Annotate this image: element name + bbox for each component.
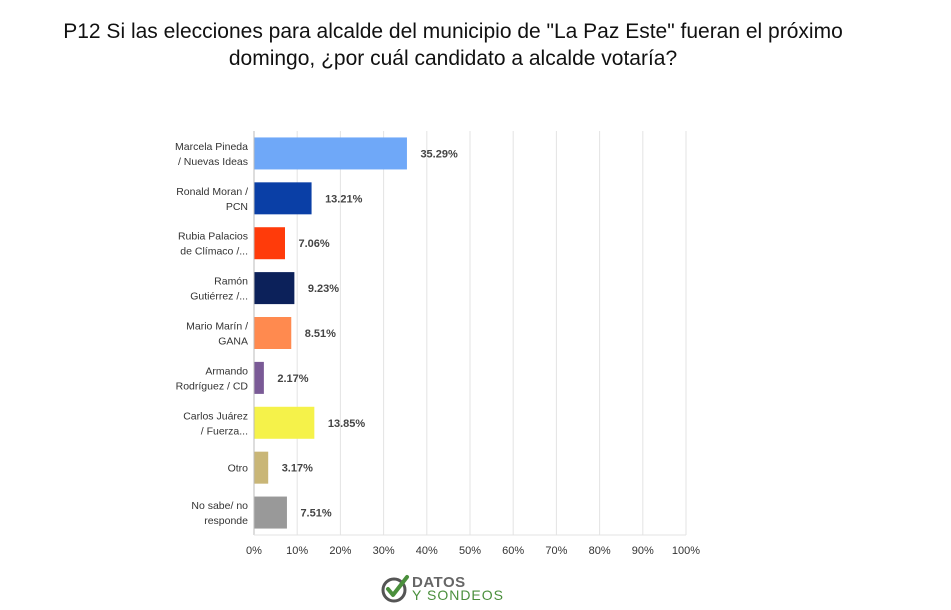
- x-tick-label: 40%: [416, 545, 438, 557]
- category-label-line: de Clímaco /...: [180, 246, 248, 258]
- bar: [254, 137, 407, 170]
- bar: [254, 406, 315, 439]
- data-label: 35.29%: [420, 148, 458, 160]
- chart-title: P12 Si las elecciones para alcalde del m…: [0, 18, 906, 72]
- x-tick-label: 30%: [373, 545, 395, 557]
- category-label-line: responde: [204, 515, 248, 527]
- data-label: 2.17%: [277, 373, 308, 385]
- category-label-line: Ronald Moran /: [176, 186, 248, 198]
- chart-title-line-2: domingo, ¿por cuál candidato a alcalde v…: [228, 47, 678, 70]
- category-label: Mario Marín / GANA: [186, 321, 248, 348]
- x-tick-label: 20%: [329, 545, 351, 557]
- x-tick-label: 10%: [286, 545, 308, 557]
- logo-word-datos: DATOS: [412, 574, 466, 591]
- data-label: 9.23%: [308, 283, 339, 295]
- category-label: Ramón Gutiérrez /...: [190, 276, 248, 303]
- category-label-line: PCN: [226, 201, 248, 213]
- category-label-line: Marcela Pineda: [175, 141, 248, 153]
- data-label: 7.51%: [300, 508, 331, 520]
- bar: [254, 272, 295, 305]
- data-label: 13.85%: [328, 418, 366, 430]
- check-circle-icon: [380, 574, 410, 604]
- category-label-line: Gutiérrez /...: [190, 291, 248, 303]
- x-tick-label: 100%: [672, 545, 700, 557]
- category-label-line: Otro: [228, 463, 249, 475]
- category-label-line: GANA: [218, 336, 248, 348]
- category-label: No sabe/ no responde: [191, 500, 248, 527]
- data-label: 7.06%: [298, 238, 329, 250]
- category-label: Marcela Pineda / Nuevas Ideas: [175, 141, 248, 168]
- datos-y-sondeos-logo: DATOS Y SONDEOS: [380, 572, 504, 606]
- category-label: Carlos Juárez / Fuerza...: [183, 410, 248, 437]
- data-label: 8.51%: [305, 328, 336, 340]
- category-label-line: Carlos Juárez: [183, 410, 248, 422]
- category-label-line: Mario Marín /: [186, 321, 248, 333]
- category-label: Otro: [228, 463, 249, 475]
- chart-title-line-1: P12 Si las elecciones para alcalde del m…: [63, 20, 843, 43]
- bar: [254, 361, 264, 394]
- bar: [254, 227, 285, 260]
- x-tick-label: 90%: [632, 545, 654, 557]
- category-label-line: Armando: [205, 365, 248, 377]
- x-tick-label: 70%: [545, 545, 567, 557]
- x-tick-label: 60%: [502, 545, 524, 557]
- category-label-line: No sabe/ no: [191, 500, 248, 512]
- bar: [254, 182, 312, 215]
- bar: [254, 317, 292, 349]
- x-tick-label: 50%: [459, 545, 481, 557]
- category-label-line: / Fuerza...: [201, 425, 248, 437]
- category-label-line: Ramón: [214, 276, 248, 288]
- category-label-line: / Nuevas Ideas: [178, 156, 248, 168]
- category-label: Ronald Moran / PCN: [176, 186, 248, 213]
- category-label-line: Rodríguez / CD: [176, 380, 249, 392]
- bar: [254, 496, 287, 529]
- x-tick-label: 0%: [246, 545, 262, 557]
- data-label: 3.17%: [282, 463, 313, 475]
- category-label: Rubia Palacios de Clímaco /...: [178, 231, 248, 258]
- x-tick-label: 80%: [589, 545, 611, 557]
- logo-word-sondeos: Y SONDEOS: [412, 587, 504, 603]
- data-label: 13.21%: [325, 193, 363, 205]
- category-label: Armando Rodríguez / CD: [176, 365, 249, 392]
- bar: [254, 451, 269, 484]
- category-label-line: Rubia Palacios: [178, 231, 248, 243]
